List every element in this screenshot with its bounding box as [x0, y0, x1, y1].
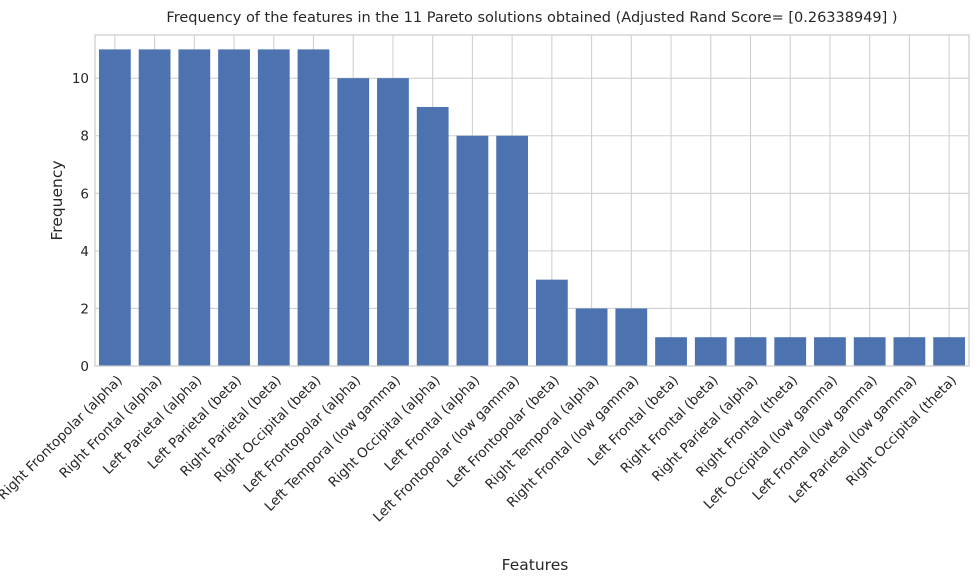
bar: [615, 308, 648, 366]
y-tick-label: 2: [80, 301, 89, 317]
bar: [297, 49, 330, 367]
bar: [496, 135, 529, 366]
bar: [535, 279, 568, 366]
y-tick-label: 6: [80, 186, 89, 202]
x-tick-labels: Right Frontopolar (alpha)Right Frontal (…: [0, 373, 960, 526]
y-axis-label: Frequency: [48, 160, 66, 240]
y-tick-label: 0: [80, 359, 89, 375]
x-tick-label: Left Frontopolar (low gamma): [370, 373, 523, 526]
bar: [853, 337, 886, 366]
bar: [377, 78, 409, 366]
y-tick-label: 10: [72, 71, 89, 87]
bar: [218, 49, 250, 367]
bar: [337, 78, 370, 366]
bar: [694, 337, 727, 366]
bar: [98, 49, 131, 367]
y-tick-labels: 0 2 4 6 8 10: [72, 71, 89, 375]
bar: [655, 337, 687, 366]
bar: [933, 337, 966, 366]
bar: [257, 49, 290, 367]
bar: [734, 337, 767, 366]
bars: [98, 49, 966, 367]
bar: [416, 106, 449, 367]
chart-title: Frequency of the features in the 11 Pare…: [166, 10, 897, 26]
bar: [893, 337, 926, 366]
x-axis-label: Features: [502, 556, 569, 574]
bar: [456, 135, 489, 366]
plot-frame: [94, 34, 970, 367]
bar: [814, 337, 846, 366]
y-tick-label: 8: [80, 129, 89, 145]
bar: [575, 308, 608, 366]
bar: [138, 49, 171, 367]
bar: [178, 49, 211, 367]
y-tick-label: 4: [80, 244, 89, 260]
bar: [774, 337, 807, 366]
